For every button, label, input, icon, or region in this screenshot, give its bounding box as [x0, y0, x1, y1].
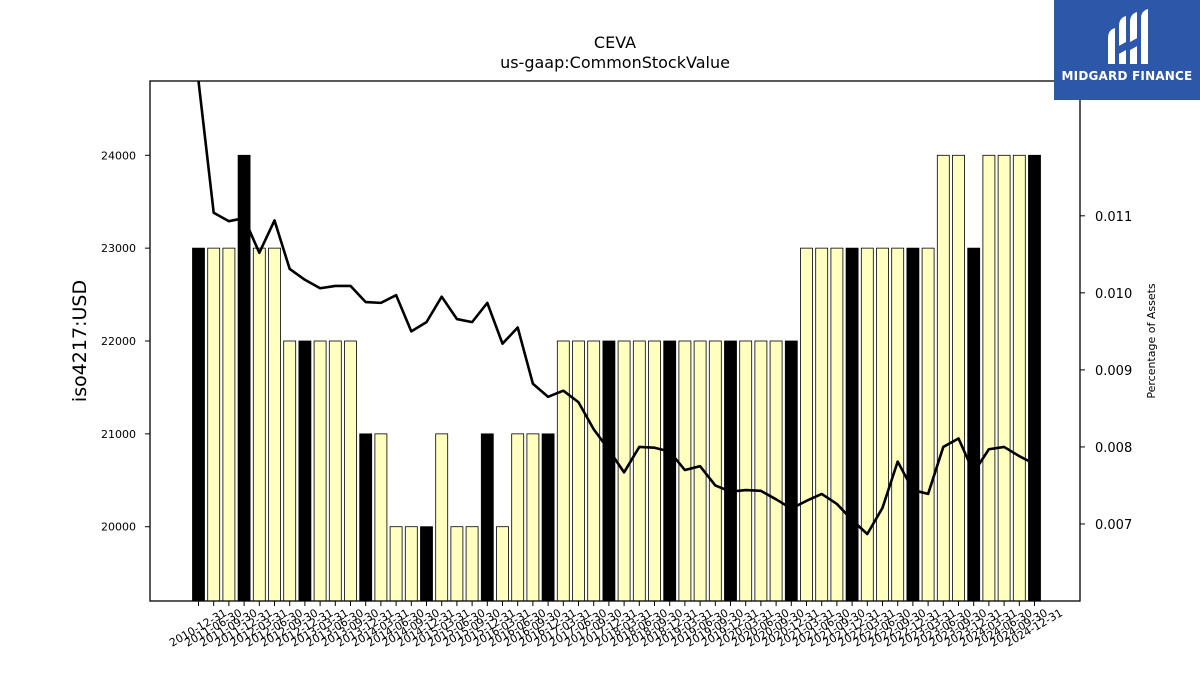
bar-2024-03-31: [982, 154, 996, 602]
bar-2019-09-30: [708, 340, 722, 602]
logo-text: MIDGARD FINANCE: [1061, 69, 1193, 83]
bar-2022-09-30: [891, 247, 905, 602]
bar-2013-12-31: [359, 433, 373, 602]
y2-tick-label: 0.009: [1095, 364, 1132, 379]
bar-2023-09-30: [952, 154, 965, 602]
bar-2024-12-31: [1028, 154, 1041, 602]
bar-2014-03-31: [374, 433, 388, 602]
bar-2023-12-31: [967, 247, 981, 602]
bar-2020-06-30: [754, 340, 768, 602]
right-y-axis: 0.007 0.008 0.009 0.010 0.011: [1080, 210, 1132, 533]
y2-tick-label: 0.007: [1095, 518, 1132, 533]
bar-2024-06-30: [997, 154, 1011, 602]
bar-2011-06-30: [207, 247, 221, 602]
y2-axis-label: Percentage of Assets: [1145, 283, 1158, 399]
bar-2017-12-31: [602, 340, 616, 602]
bar-2021-03-31: [800, 247, 813, 602]
bar-2014-06-30: [389, 526, 403, 602]
logo-mark-icon: [1108, 9, 1148, 64]
bar-2012-12-31: [298, 340, 312, 602]
bar-2020-09-30: [769, 340, 783, 602]
bar-2019-12-31: [724, 340, 737, 602]
bar-2018-06-30: [632, 340, 646, 602]
bar-2015-12-31: [480, 433, 494, 602]
bar-2016-06-30: [511, 433, 525, 602]
bar-2016-09-30: [526, 433, 540, 602]
bar-2021-06-30: [815, 247, 829, 602]
bar-2017-06-30: [572, 340, 585, 602]
bar-2020-12-31: [784, 340, 798, 602]
y-tick-label: 21000: [101, 428, 136, 441]
bar-2016-12-31: [541, 433, 555, 602]
bar-2013-06-30: [328, 340, 342, 602]
bar-2021-09-30: [830, 247, 844, 602]
bar-2020-03-31: [739, 340, 753, 602]
bar-2013-09-30: [344, 340, 357, 602]
bar-2012-06-30: [268, 247, 281, 602]
bar-2023-03-31: [921, 247, 935, 602]
y-tick-label: 23000: [101, 242, 136, 255]
bar-2014-09-30: [404, 526, 418, 602]
bar-series: [192, 154, 1041, 602]
y2-tick-label: 0.008: [1095, 441, 1132, 456]
bar-2010-12-31: [192, 247, 205, 602]
y2-tick-label: 0.010: [1095, 287, 1132, 302]
left-y-axis: 20000 21000 22000 23000 24000: [101, 149, 150, 534]
bar-2012-09-30: [283, 340, 297, 602]
bar-2012-03-31: [252, 247, 266, 602]
y-tick-label: 20000: [101, 521, 136, 534]
bar-2024-09-30: [1012, 154, 1026, 602]
bar-2015-03-31: [435, 433, 449, 602]
y2-tick-label: 0.011: [1095, 210, 1132, 225]
bar-2011-09-30: [222, 247, 236, 602]
bar-2022-12-31: [906, 247, 920, 602]
percentage-line-series: [197, 80, 1036, 536]
chart-title: CEVA: [594, 33, 636, 52]
bar-2023-06-30: [936, 154, 950, 602]
y-tick-label: 22000: [101, 335, 136, 348]
chart-subtitle: us-gaap:CommonStockValue: [500, 53, 730, 72]
bar-2015-09-30: [465, 526, 479, 602]
bar-2013-03-31: [313, 340, 327, 602]
bar-2022-06-30: [876, 247, 889, 602]
bar-2016-03-31: [496, 526, 509, 602]
percentage-of-assets-line: [197, 80, 1036, 536]
x-axis: 2010-12-312011-06-302011-09-302011-12-31…: [167, 601, 1065, 650]
y-tick-label: 24000: [101, 149, 136, 162]
bar-2021-12-31: [845, 247, 859, 602]
bar-2017-09-30: [587, 340, 601, 602]
bar-2014-12-31: [420, 526, 433, 602]
bar-2018-09-30: [648, 340, 661, 602]
bar-2011-12-31: [237, 154, 251, 602]
midgard-finance-logo: MIDGARD FINANCE: [1054, 0, 1200, 100]
bar-2015-06-30: [450, 526, 464, 602]
bar-2022-03-31: [860, 247, 874, 602]
bar-2018-12-31: [663, 340, 677, 602]
bar-2017-03-31: [556, 340, 570, 602]
y-axis-label: iso4217:USD: [69, 280, 91, 402]
